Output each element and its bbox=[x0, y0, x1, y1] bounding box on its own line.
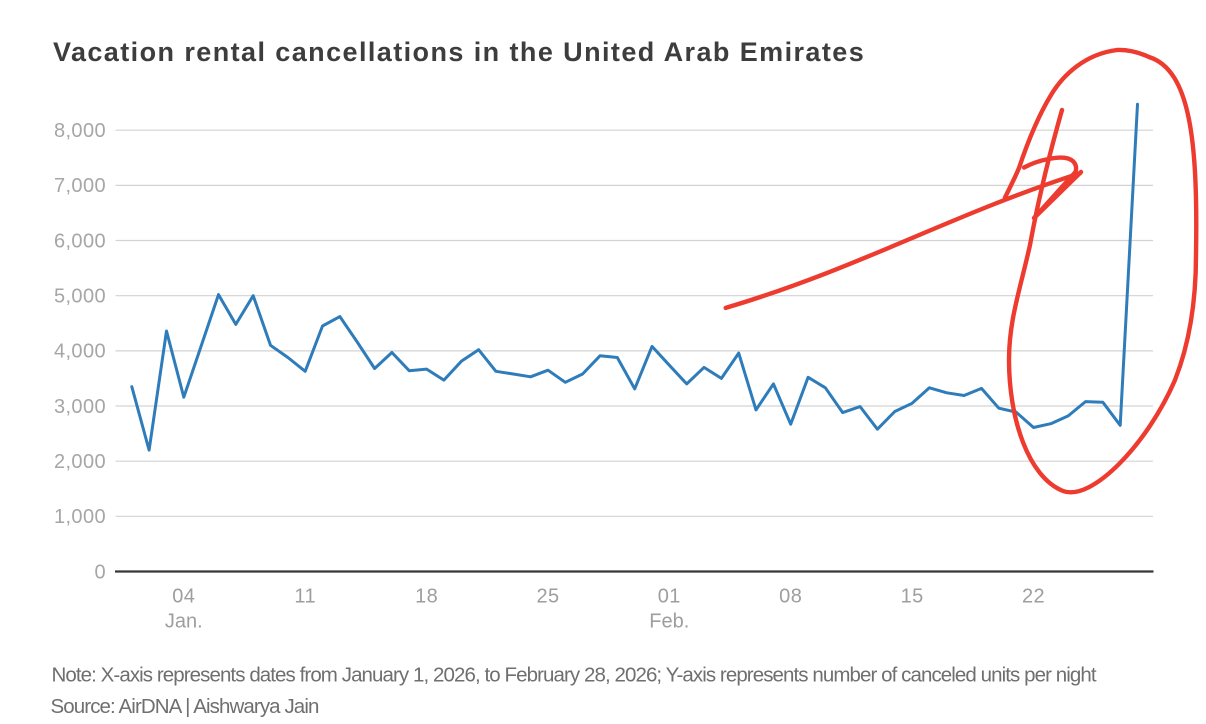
svg-text:Vacation rental cancellations: Vacation rental cancellations in the Uni… bbox=[53, 37, 865, 67]
svg-text:Feb.: Feb. bbox=[649, 611, 689, 633]
svg-text:01: 01 bbox=[658, 585, 681, 607]
svg-text:04: 04 bbox=[172, 585, 195, 607]
svg-text:18: 18 bbox=[415, 585, 438, 607]
svg-text:0: 0 bbox=[94, 561, 106, 583]
svg-text:1,000: 1,000 bbox=[54, 506, 106, 528]
svg-text:Source: AirDNA | Aishwarya Jai: Source: AirDNA | Aishwarya Jain bbox=[51, 695, 319, 718]
svg-text:7,000: 7,000 bbox=[54, 175, 106, 197]
svg-text:22: 22 bbox=[1022, 585, 1045, 607]
svg-text:8,000: 8,000 bbox=[54, 120, 106, 142]
svg-text:15: 15 bbox=[901, 585, 924, 607]
svg-text:6,000: 6,000 bbox=[54, 230, 106, 252]
svg-text:4,000: 4,000 bbox=[54, 341, 106, 363]
svg-text:Note: X-axis represents dates: Note: X-axis represents dates from Janua… bbox=[52, 663, 1097, 686]
svg-text:5,000: 5,000 bbox=[54, 286, 106, 308]
svg-text:08: 08 bbox=[779, 585, 802, 607]
svg-text:11: 11 bbox=[294, 585, 316, 607]
svg-text:25: 25 bbox=[536, 585, 559, 607]
svg-text:3,000: 3,000 bbox=[54, 396, 106, 418]
svg-text:2,000: 2,000 bbox=[54, 451, 106, 473]
svg-text:Jan.: Jan. bbox=[165, 611, 203, 633]
